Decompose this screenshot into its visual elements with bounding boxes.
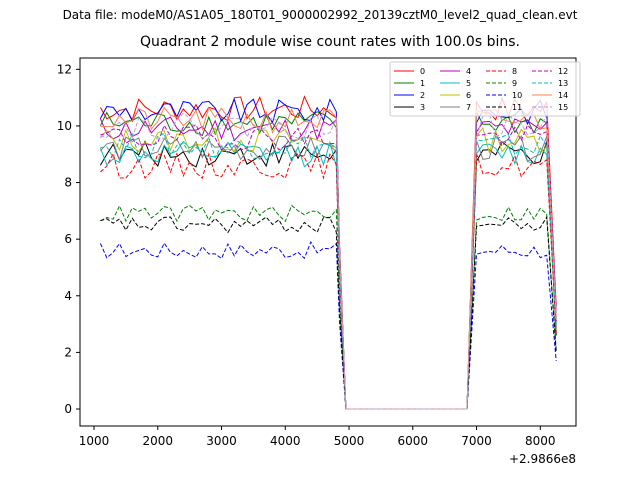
x-tick-label: 1000 [79, 434, 110, 448]
series-line-2 [99, 97, 557, 410]
legend-label-10: 10 [512, 91, 522, 100]
legend-label-1: 1 [420, 79, 425, 88]
y-tick-label: 2 [64, 345, 72, 359]
y-tick-label: 8 [64, 176, 72, 190]
y-tick-label: 12 [57, 62, 72, 76]
series-line-1 [99, 110, 557, 410]
suptitle: Data file: modeM0/AS1A05_180T01_90000029… [62, 8, 578, 22]
x-tick-label: 6000 [398, 434, 429, 448]
series-line-15 [100, 112, 557, 410]
legend-label-7: 7 [466, 103, 471, 112]
legend-label-14: 14 [558, 91, 568, 100]
series-line-6 [100, 126, 557, 410]
x-tick-label: 5000 [334, 434, 365, 448]
legend-label-6: 6 [466, 91, 471, 100]
legend-label-0: 0 [420, 67, 425, 76]
series-line-9 [100, 204, 557, 410]
legend-label-8: 8 [512, 67, 517, 76]
plot-frame [79, 57, 577, 427]
legend-label-12: 12 [558, 67, 568, 76]
series-line-14 [100, 106, 557, 410]
x-tick-label: 7000 [461, 434, 492, 448]
series-line-13 [100, 132, 557, 410]
series-line-5 [99, 140, 557, 410]
chart-title: Quadrant 2 module wise count rates with … [140, 34, 520, 50]
series-line-3 [99, 140, 557, 410]
x-tick-label: 4000 [270, 434, 301, 448]
series-line-11 [100, 215, 557, 410]
y-tick-label: 6 [64, 232, 72, 246]
legend-label-4: 4 [466, 67, 471, 76]
series-line-10 [99, 240, 557, 410]
series-line-7 [100, 134, 557, 410]
legend-label-3: 3 [420, 103, 425, 112]
legend-label-11: 11 [512, 103, 522, 112]
x-tick-label: 8000 [525, 434, 556, 448]
legend-label-9: 9 [512, 79, 517, 88]
x-tick-label: 2000 [143, 434, 174, 448]
legend-label-5: 5 [466, 79, 471, 88]
series-line-4 [99, 116, 557, 410]
y-tick-label: 10 [57, 119, 72, 133]
legend-box [389, 61, 581, 117]
y-tick-label: 0 [64, 402, 72, 416]
y-tick-label: 4 [64, 289, 72, 303]
x-tick-label: 3000 [206, 434, 237, 448]
legend-label-15: 15 [558, 103, 568, 112]
legend-label-2: 2 [420, 91, 425, 100]
series-line-8 [100, 152, 557, 410]
x-offset-label: +2.9866e8 [508, 452, 576, 466]
legend-label-13: 13 [558, 79, 568, 88]
